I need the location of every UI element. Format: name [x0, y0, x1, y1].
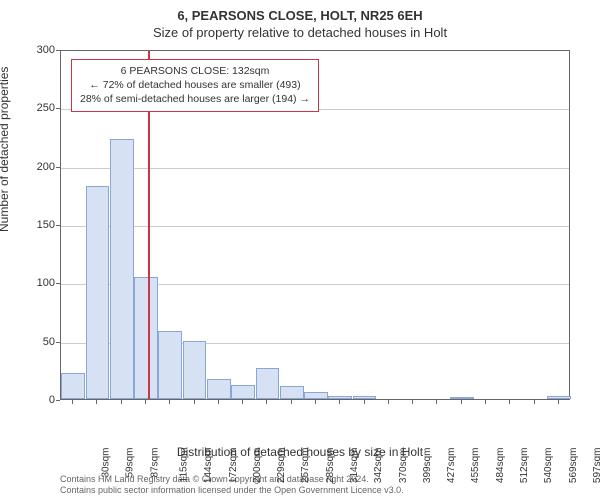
x-tick-mark	[485, 400, 486, 404]
y-axis-label: Number of detached properties	[0, 67, 11, 232]
histogram-bar	[86, 186, 110, 400]
x-tick-mark	[558, 400, 559, 404]
x-tick-mark	[121, 400, 122, 404]
chart-title-block: 6, PEARSONS CLOSE, HOLT, NR25 6EH Size o…	[0, 0, 600, 40]
x-tick-label: 59sqm	[125, 448, 136, 478]
x-tick-label: 285sqm	[325, 448, 336, 484]
y-tick-label: 250	[20, 102, 55, 114]
y-tick-label: 200	[20, 161, 55, 173]
histogram-bar	[547, 396, 571, 400]
y-tick-label: 300	[20, 44, 55, 56]
x-tick-mark	[388, 400, 389, 404]
y-tick-mark	[56, 50, 60, 51]
x-tick-mark	[534, 400, 535, 404]
histogram-bar	[231, 385, 255, 399]
x-tick-label: 115sqm	[178, 448, 189, 483]
y-tick-label: 150	[20, 219, 55, 231]
histogram-bar	[304, 392, 328, 399]
annotation-line: 6 PEARSONS CLOSE: 132sqm	[80, 64, 310, 78]
histogram-bar	[450, 397, 474, 399]
x-tick-mark	[412, 400, 413, 404]
annotation-line: ← 72% of detached houses are smaller (49…	[80, 78, 310, 92]
histogram-bar	[134, 277, 158, 400]
x-tick-mark	[145, 400, 146, 404]
x-tick-label: 314sqm	[349, 448, 360, 484]
x-tick-mark	[509, 400, 510, 404]
x-tick-mark	[169, 400, 170, 404]
x-tick-label: 144sqm	[203, 448, 214, 484]
x-tick-label: 540sqm	[543, 448, 554, 484]
annotation-line: 28% of semi-detached houses are larger (…	[80, 92, 310, 106]
histogram-bar	[328, 396, 352, 400]
histogram-bar	[110, 139, 134, 399]
x-tick-mark	[218, 400, 219, 404]
histogram-bar	[207, 379, 231, 399]
x-tick-label: 597sqm	[592, 448, 600, 484]
x-tick-label: 569sqm	[568, 448, 579, 484]
histogram-bar	[280, 386, 304, 399]
x-tick-label: 370sqm	[398, 448, 409, 484]
x-tick-label: 200sqm	[252, 448, 263, 484]
x-tick-label: 87sqm	[149, 448, 160, 478]
gridline-h	[61, 226, 569, 227]
x-tick-label: 257sqm	[301, 448, 312, 484]
x-tick-mark	[72, 400, 73, 404]
x-tick-mark	[364, 400, 365, 404]
y-tick-label: 0	[20, 394, 55, 406]
y-tick-label: 50	[20, 336, 55, 348]
histogram-bar	[183, 341, 207, 399]
x-tick-mark	[291, 400, 292, 404]
x-tick-mark	[436, 400, 437, 404]
x-tick-label: 512sqm	[519, 448, 530, 484]
x-tick-label: 30sqm	[101, 448, 112, 478]
y-tick-mark	[56, 225, 60, 226]
x-tick-mark	[461, 400, 462, 404]
x-tick-mark	[242, 400, 243, 404]
histogram-bar	[158, 331, 182, 399]
y-tick-mark	[56, 342, 60, 343]
histogram-bar	[61, 373, 85, 399]
x-tick-mark	[266, 400, 267, 404]
x-tick-mark	[315, 400, 316, 404]
y-tick-mark	[56, 283, 60, 284]
x-tick-label: 427sqm	[446, 448, 457, 484]
x-tick-label: 399sqm	[422, 448, 433, 484]
x-tick-label: 172sqm	[228, 448, 239, 484]
chart-title-line2: Size of property relative to detached ho…	[0, 25, 600, 40]
x-tick-mark	[96, 400, 97, 404]
attribution-line: Contains public sector information licen…	[60, 485, 404, 496]
chart-title-line1: 6, PEARSONS CLOSE, HOLT, NR25 6EH	[0, 8, 600, 23]
gridline-h	[61, 168, 569, 169]
y-tick-mark	[56, 108, 60, 109]
x-tick-label: 229sqm	[276, 448, 287, 484]
x-tick-label: 455sqm	[471, 448, 482, 484]
y-tick-label: 100	[20, 277, 55, 289]
histogram-bar	[353, 396, 377, 400]
x-tick-label: 342sqm	[373, 448, 384, 484]
y-tick-mark	[56, 400, 60, 401]
y-tick-mark	[56, 167, 60, 168]
x-tick-mark	[339, 400, 340, 404]
annotation-box: 6 PEARSONS CLOSE: 132sqm← 72% of detache…	[71, 59, 319, 112]
x-tick-mark	[194, 400, 195, 404]
histogram-bar	[256, 368, 280, 400]
chart-plot-area: 6 PEARSONS CLOSE: 132sqm← 72% of detache…	[60, 50, 570, 400]
x-tick-label: 484sqm	[495, 448, 506, 484]
